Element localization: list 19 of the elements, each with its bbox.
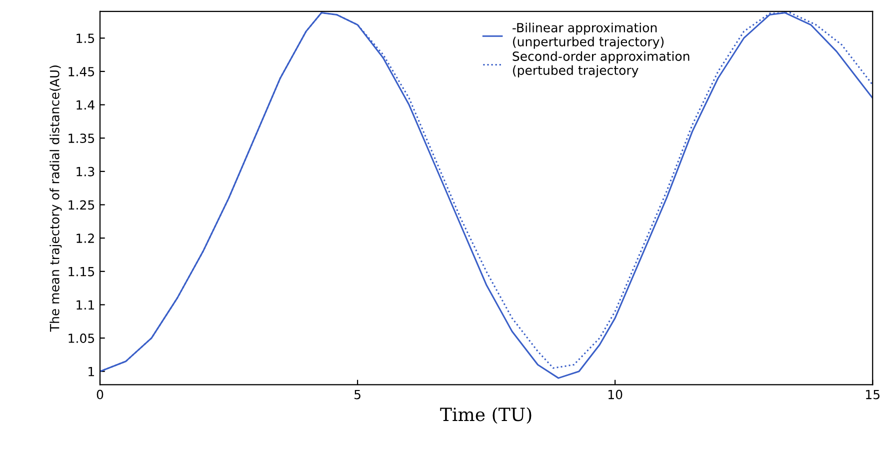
y-tick-label: 1.4 [76,100,94,110]
y-tick-label: 1.05 [68,334,94,343]
y-tick-label: 1.5 [76,34,94,44]
y-tick-label: 1.1 [76,300,94,310]
y-tick-label: 1.25 [68,200,94,210]
y-tick-label: 1.35 [68,134,94,144]
legend-label: -Bilinear approximation (unperturbed trajectory) [512,22,664,49]
x-tick-label: 10 [608,390,622,400]
y-tick-label: 1.45 [68,67,94,76]
y-tick-label: 1.3 [76,166,94,176]
y-tick-label: 1.2 [76,234,94,243]
x-tick-label: 5 [354,390,360,400]
x-axis-title: Time (TU) [440,407,532,424]
x-tick-label: 15 [866,390,880,400]
y-tick-label: 1.15 [68,267,94,276]
legend-label: Second-order approximation (pertubed trajectory [512,51,690,78]
y-axis-title: The mean trajectory of radial distance(AU) [50,66,62,332]
x-tick-label: 0 [96,390,104,400]
y-tick-label: 1 [88,367,94,376]
